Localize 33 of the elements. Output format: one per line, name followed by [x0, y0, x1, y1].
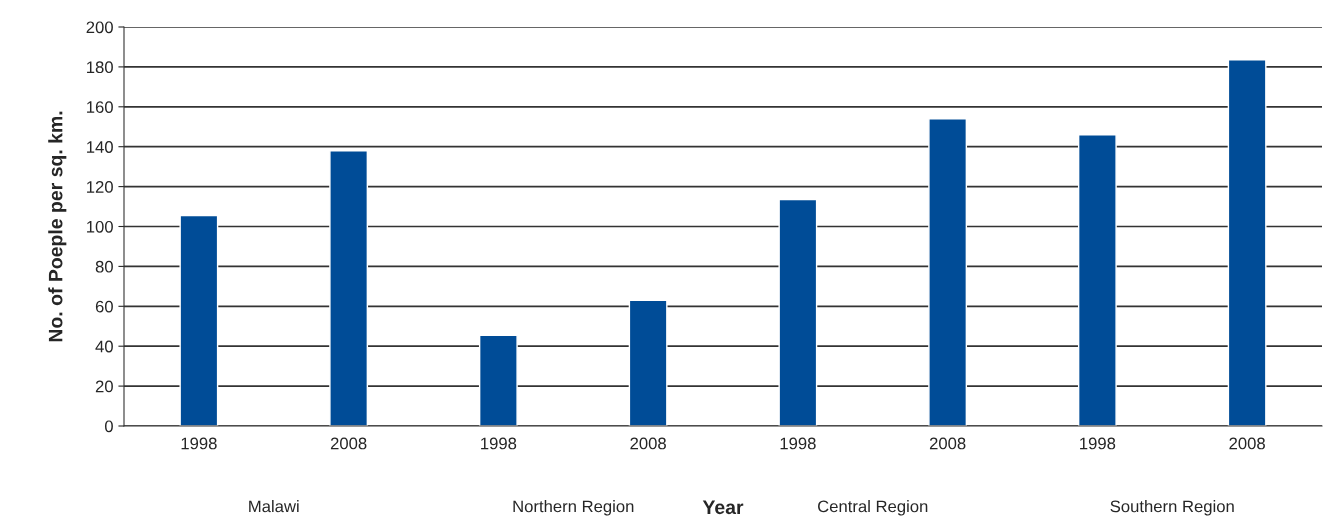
y-tick-label: 120	[87, 181, 113, 193]
bar	[778, 198, 818, 426]
bar	[478, 334, 518, 426]
x-tick-label: 1998	[181, 437, 217, 450]
x-tick-label: 1998	[1080, 437, 1116, 450]
text: Central Region	[818, 500, 928, 516]
y-tick-label: 180	[87, 61, 113, 74]
bar	[329, 149, 369, 426]
bar	[1077, 134, 1117, 426]
y-tick-label: 20	[95, 380, 113, 393]
x-tick-label: 2008	[630, 437, 666, 450]
y-tick-label: 160	[87, 101, 113, 113]
x-tick-label: 1998	[481, 437, 517, 450]
x-tick-label: 2008	[1229, 437, 1265, 450]
y-tick-label: 140	[87, 141, 113, 153]
bar	[928, 118, 968, 426]
bar	[1227, 59, 1267, 426]
x-tick-label: 2008	[929, 437, 966, 450]
y-tick-label: 200	[86, 21, 113, 34]
bar	[179, 214, 219, 426]
y-tick-label: 0	[104, 420, 113, 433]
y-axis-title: No. of Poeple per sq. km.	[48, 111, 67, 342]
y-tick-label: 60	[95, 300, 113, 313]
y-tick-label: 40	[95, 340, 113, 353]
x-tick-label: 1998	[780, 437, 816, 450]
text: Northern Region	[513, 500, 634, 516]
text: Southern Region	[1110, 500, 1234, 516]
x-tick-label: 2008	[330, 437, 367, 450]
bar	[628, 299, 668, 426]
x-axis-title: Year	[702, 500, 744, 515]
text: Malawi	[249, 500, 299, 513]
y-tick-label: 100	[87, 220, 113, 233]
y-tick-label: 80	[95, 260, 113, 273]
